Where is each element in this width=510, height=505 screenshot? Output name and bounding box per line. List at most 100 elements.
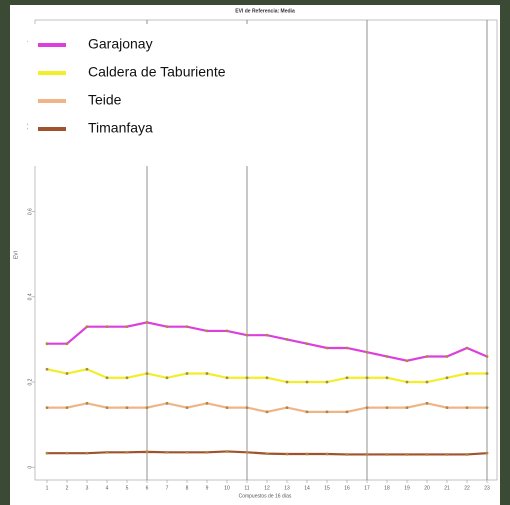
point [265,333,269,337]
point [465,453,469,456]
point [185,450,189,454]
x-tick-label: 21 [444,485,450,491]
point [365,376,369,380]
point [485,406,489,409]
point [225,329,229,333]
point [65,406,69,409]
point [185,372,189,375]
point [465,372,469,375]
point [85,367,89,371]
point [105,450,109,454]
point [325,452,329,456]
point [105,325,109,329]
point [205,329,209,333]
y-tick-label: 0.6 [27,208,33,215]
x-tick-label: 15 [324,485,330,491]
point [65,342,69,346]
x-axis-label: Compuestos de 16 días [239,493,292,499]
point [145,450,149,454]
point [205,450,209,454]
x-tick-label: 12 [264,485,270,491]
point [485,355,489,358]
point [85,451,89,455]
point [165,376,169,380]
x-tick-label: 16 [344,485,350,491]
y-tick-label: 0 [27,466,33,469]
point [285,338,289,341]
x-tick-label: 23 [484,485,490,491]
point [45,451,49,455]
y-axis-label: EVI [13,251,19,259]
point [485,372,489,375]
chart-title: EVI de Referencia: Media [235,8,295,14]
point [205,401,209,405]
point [365,350,369,354]
point [425,453,429,456]
point [165,450,169,454]
point [145,372,149,375]
point [385,355,389,358]
x-tick-label: 14 [304,485,310,491]
point [365,406,369,409]
point [85,401,89,405]
point [425,355,429,358]
point [325,346,329,350]
plot-frame [34,19,498,481]
point [45,406,49,409]
point [325,380,329,384]
point [265,410,269,414]
point [45,367,49,371]
point [185,325,189,329]
point [405,453,409,456]
point [345,376,349,380]
point [85,325,89,329]
point [465,346,469,350]
point [265,452,269,455]
point [365,453,369,456]
point [325,410,329,414]
point [445,406,449,409]
x-tick-label: 5 [126,485,129,491]
x-tick-label: 9 [206,485,209,491]
point [65,372,69,375]
point [285,406,289,409]
point [245,450,249,454]
point [245,376,249,380]
legend-label: Caldera de Taburiente [88,64,226,80]
x-tick-label: 3 [86,485,89,491]
point [405,406,409,409]
point [165,401,169,405]
point [125,325,129,329]
point [345,346,349,350]
legend-label: Teide [88,92,122,108]
point [405,359,409,363]
point [125,406,129,409]
x-tick-label: 19 [404,485,410,491]
y-tick-label: 0.4 [27,293,33,300]
point [425,380,429,384]
x-tick-label: 13 [284,485,290,491]
point [65,451,69,455]
point [205,372,209,375]
point [105,376,109,380]
point [465,406,469,409]
point [265,376,269,380]
point [245,333,249,337]
x-tick-label: 11 [244,485,249,491]
point [245,406,249,409]
point [345,410,349,414]
point [145,321,149,324]
x-tick-label: 10 [224,485,230,491]
point [405,380,409,384]
point [225,406,229,409]
x-tick-label: 2 [66,485,69,491]
point [105,406,109,409]
x-tick-label: 6 [146,485,149,491]
legend-label: Timanfaya [88,120,153,136]
legend-label: Garajonay [88,36,153,52]
point [345,453,349,456]
point [305,380,309,384]
point [225,376,229,380]
point [145,406,149,409]
